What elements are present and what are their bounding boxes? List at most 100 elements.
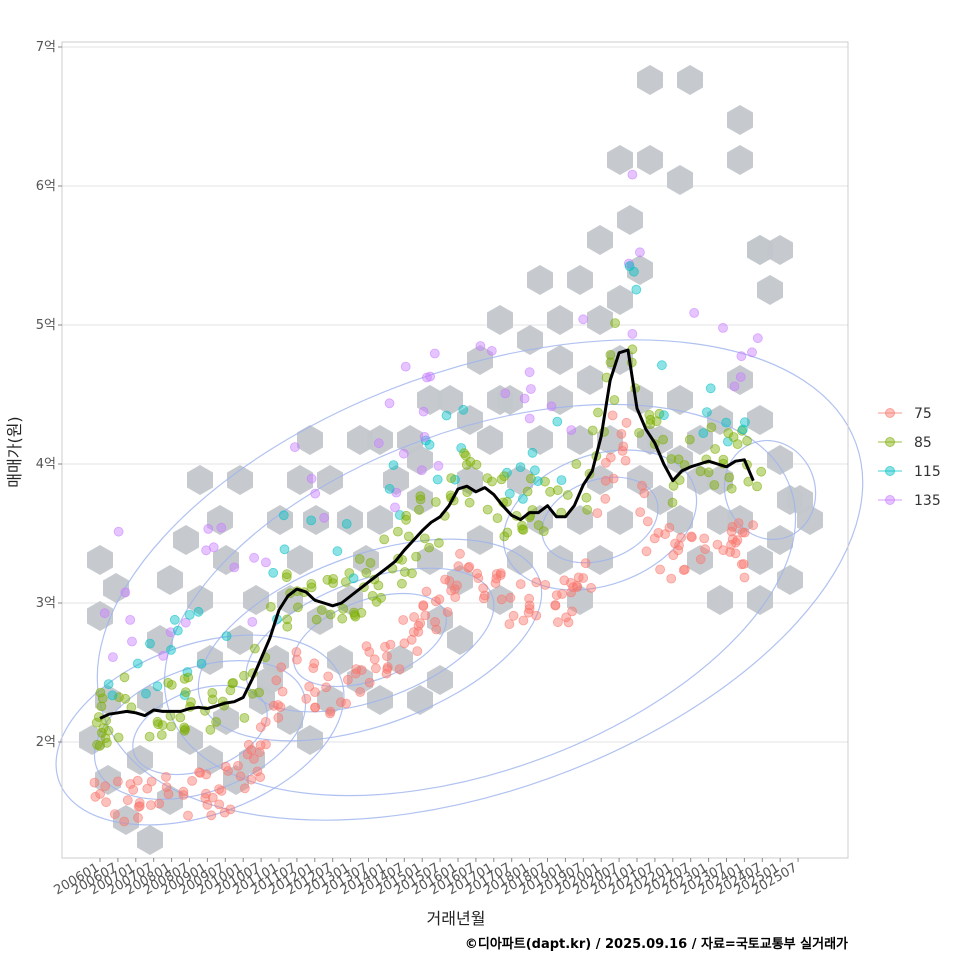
scatter-point-75 — [309, 658, 320, 669]
scatter-point-85 — [239, 670, 249, 681]
legend-label: 115 — [914, 464, 941, 480]
scatter-point-75 — [260, 739, 271, 750]
scatter-point-85 — [179, 722, 190, 733]
scatter-point-85 — [401, 514, 412, 525]
scatter-point-75 — [125, 779, 136, 789]
scatter-point-75 — [154, 798, 165, 809]
scatter-point-75 — [676, 532, 686, 543]
hexbin-cell — [767, 235, 793, 265]
scatter-point-75 — [146, 776, 157, 787]
scatter-point-85 — [365, 558, 376, 568]
scatter-point-75 — [444, 576, 455, 586]
scatter-point-75 — [553, 617, 563, 628]
scatter-point-115 — [456, 443, 467, 453]
scatter-point-115 — [268, 567, 279, 578]
scatter-point-135 — [125, 615, 136, 625]
scatter-point-75 — [304, 681, 315, 692]
scatter-point-75 — [361, 641, 372, 652]
scatter-point-75 — [620, 455, 631, 466]
hexbin-cell — [797, 505, 823, 535]
scatter-point-85 — [522, 486, 533, 497]
scatter-point-75 — [134, 798, 145, 808]
scatter-point-75 — [472, 568, 483, 579]
scatter-point-75 — [380, 641, 390, 652]
scatter-point-115 — [196, 658, 207, 669]
scatter-point-75 — [495, 568, 506, 579]
scatter-point-115 — [279, 544, 290, 555]
scatter-point-135 — [208, 542, 219, 553]
scatter-point-75 — [699, 533, 710, 544]
scatter-point-135 — [433, 460, 444, 471]
scatter-point-135 — [718, 322, 728, 333]
scatter-point-85 — [684, 434, 695, 445]
hexbin-cell — [407, 445, 433, 475]
scatter-point-75 — [431, 624, 442, 635]
hexbin-cell — [647, 485, 673, 515]
y-axis-title: 매매가(원) — [5, 416, 24, 487]
scatter-point-85 — [205, 724, 216, 735]
scatter-point-85 — [91, 717, 102, 728]
scatter-point-75 — [364, 647, 375, 657]
scatter-point-85 — [706, 422, 717, 433]
hexbin-layer — [79, 65, 823, 855]
scatter-point-85 — [499, 531, 510, 542]
scatter-point-115 — [458, 404, 469, 415]
scatter-point-115 — [721, 417, 731, 428]
scatter-point-75 — [113, 776, 123, 787]
hexbin-cell — [507, 465, 533, 495]
density-contour — [93, 660, 307, 800]
scatter-point-85 — [152, 716, 163, 727]
hexbin-cell — [747, 585, 773, 615]
scatter-point-75 — [206, 810, 217, 821]
hexbin-cell — [277, 705, 303, 735]
scatter-point-135 — [249, 552, 260, 563]
hexbin-cell — [137, 685, 163, 715]
hexbin-cell — [477, 425, 503, 455]
scatter-point-135 — [203, 524, 214, 534]
scatter-point-85 — [552, 485, 563, 496]
hexbin-cell — [187, 585, 213, 615]
scatter-point-75 — [214, 799, 225, 810]
scatter-point-85 — [144, 731, 155, 742]
scatter-point-75 — [161, 782, 172, 792]
scatter-point-75 — [342, 674, 353, 685]
y-tick-label: 2억 — [36, 735, 56, 750]
scatter-point-85 — [582, 504, 593, 515]
scatter-point-85 — [471, 459, 482, 470]
scatter-point-85 — [424, 542, 435, 553]
scatter-point-75 — [100, 781, 111, 792]
hexbin-cell — [577, 365, 603, 395]
scatter-point-85 — [695, 466, 706, 477]
legend-label: 75 — [914, 406, 932, 422]
scatter-point-135 — [735, 372, 746, 382]
scatter-point-75 — [523, 607, 534, 618]
scatter-point-115 — [504, 488, 515, 499]
scatter-point-85 — [175, 712, 186, 723]
hexbin-cell — [87, 545, 113, 575]
scatter-point-75 — [268, 700, 279, 711]
legend-label: 135 — [914, 493, 941, 509]
hexbin-cell — [157, 785, 183, 815]
scatter-point-75 — [385, 639, 396, 650]
hexbin-cell — [467, 525, 493, 555]
hexbin-cell — [547, 345, 573, 375]
scatter-point-115 — [193, 606, 204, 617]
scatter-point-75 — [442, 607, 453, 617]
scatter-point-85 — [102, 737, 112, 748]
plot-panel-border — [61, 41, 849, 859]
hexbin-cell — [417, 545, 443, 575]
legend-label: 85 — [914, 435, 932, 451]
scatter-point-135 — [526, 384, 536, 394]
scatter-point-115 — [515, 462, 526, 473]
hexbin-cell — [297, 425, 323, 455]
scatter-point-85 — [225, 685, 236, 696]
hexbin-cell — [777, 565, 803, 595]
scatter-point-85 — [634, 427, 644, 438]
scatter-point-115 — [221, 631, 232, 641]
scatter-point-75 — [592, 508, 603, 518]
scatter-point-85 — [482, 504, 493, 515]
scatter-point-75 — [277, 686, 288, 697]
hexbin-cell — [757, 275, 783, 305]
legend-key-dot — [885, 466, 895, 476]
scatter-point-135 — [229, 562, 240, 573]
